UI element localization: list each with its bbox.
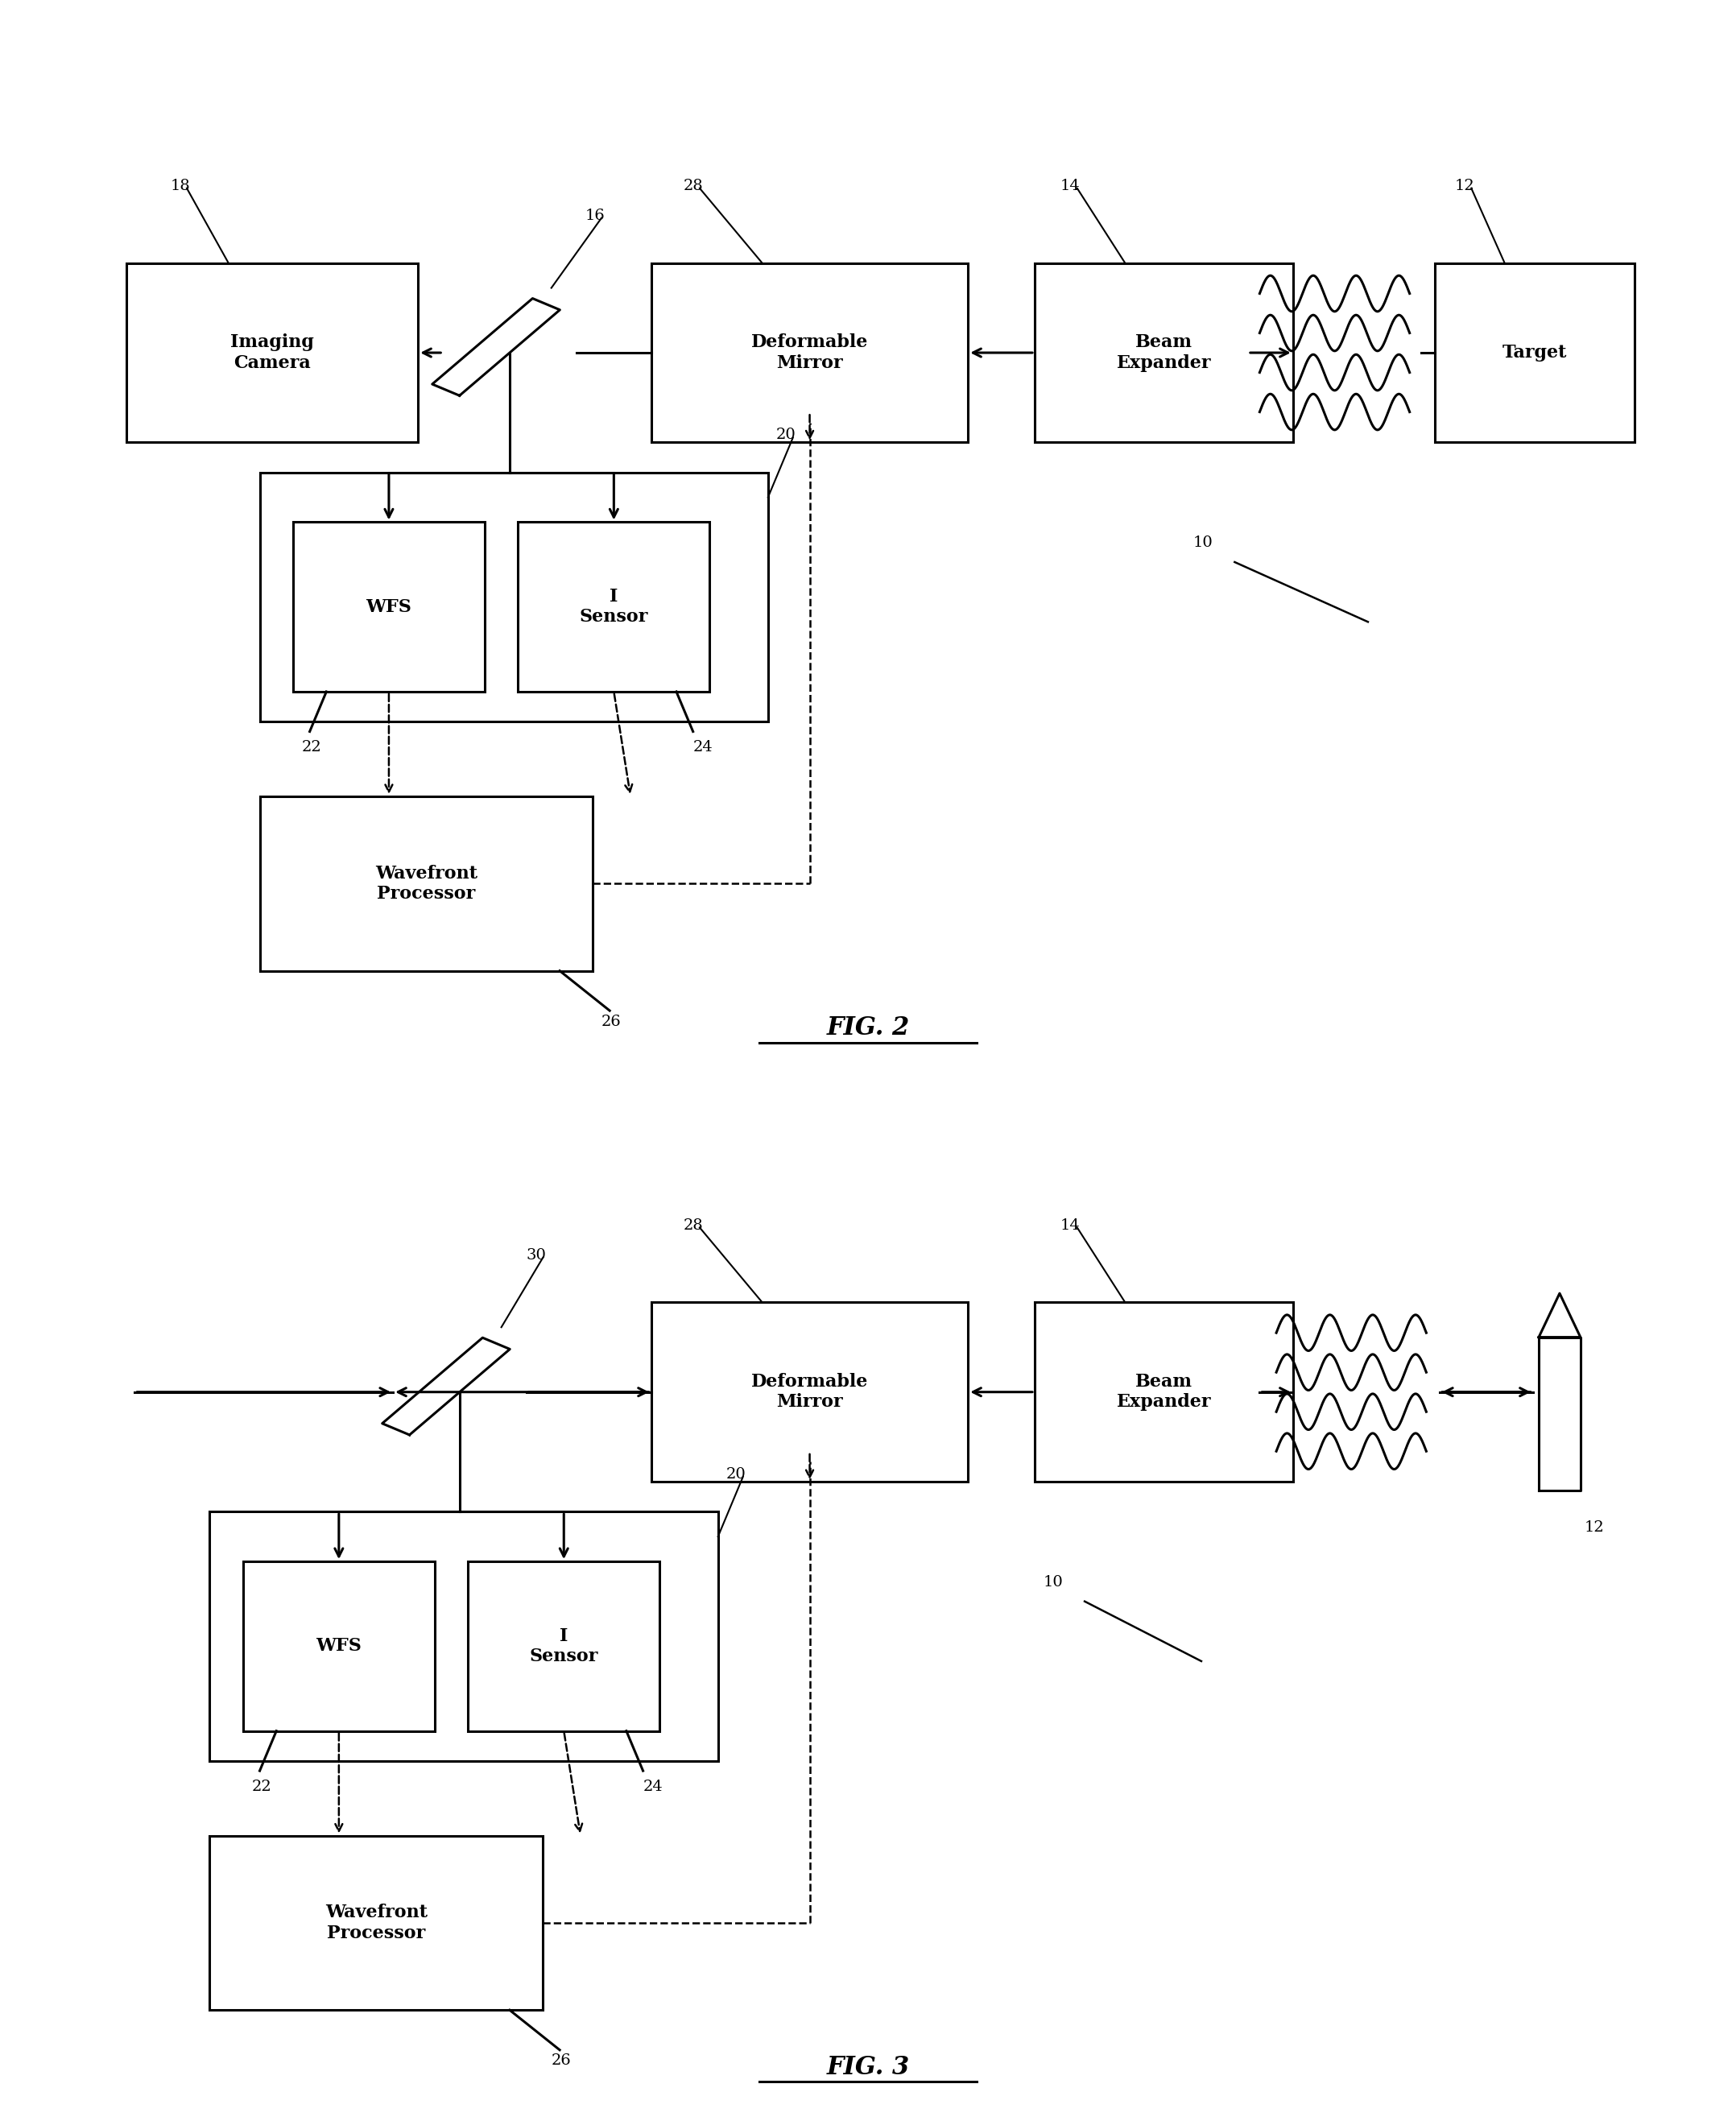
Text: WFS: WFS: [316, 1637, 361, 1654]
Bar: [651, 263, 969, 443]
Text: 24: 24: [693, 740, 713, 755]
Text: 26: 26: [601, 1014, 621, 1029]
Bar: [1035, 263, 1293, 443]
Text: Deformable
Mirror: Deformable Mirror: [752, 333, 868, 371]
Text: 10: 10: [1043, 1576, 1062, 1589]
Text: Wavefront
Processor: Wavefront Processor: [375, 865, 477, 904]
Text: Target: Target: [1502, 344, 1568, 361]
Text: FIG. 3: FIG. 3: [826, 2055, 910, 2081]
Polygon shape: [1538, 1294, 1580, 1336]
Text: Beam
Expander: Beam Expander: [1116, 1372, 1212, 1410]
Text: 16: 16: [585, 208, 604, 223]
Text: FIG. 2: FIG. 2: [826, 1016, 910, 1041]
Text: WFS: WFS: [366, 598, 411, 615]
Bar: [210, 1835, 543, 2011]
Text: 28: 28: [682, 178, 703, 193]
Text: 22: 22: [252, 1780, 271, 1794]
Text: 26: 26: [552, 2053, 571, 2068]
Text: 12: 12: [1455, 178, 1474, 193]
Polygon shape: [382, 1338, 510, 1436]
Text: Beam
Expander: Beam Expander: [1116, 333, 1212, 371]
Polygon shape: [432, 299, 561, 397]
Bar: [517, 522, 710, 691]
Bar: [127, 263, 418, 443]
Text: 22: 22: [302, 740, 321, 755]
Bar: [293, 522, 484, 691]
Text: 20: 20: [776, 428, 797, 443]
Bar: [243, 1561, 434, 1731]
Bar: [260, 795, 594, 971]
Text: 28: 28: [682, 1217, 703, 1232]
Bar: [469, 1561, 660, 1731]
Bar: [260, 473, 767, 721]
Text: 30: 30: [526, 1247, 547, 1262]
Bar: [1035, 1302, 1293, 1483]
Text: I
Sensor: I Sensor: [529, 1627, 599, 1665]
Bar: [1434, 263, 1635, 443]
Text: Deformable
Mirror: Deformable Mirror: [752, 1372, 868, 1410]
Text: I
Sensor: I Sensor: [580, 588, 648, 626]
Text: 14: 14: [1061, 178, 1080, 193]
Text: Wavefront
Processor: Wavefront Processor: [325, 1905, 427, 1943]
Polygon shape: [1538, 1336, 1580, 1491]
Text: 14: 14: [1061, 1217, 1080, 1232]
Text: 10: 10: [1193, 537, 1213, 549]
Text: 20: 20: [726, 1468, 746, 1483]
Text: 24: 24: [642, 1780, 663, 1794]
Text: Imaging
Camera: Imaging Camera: [231, 333, 314, 371]
Text: 18: 18: [170, 178, 189, 193]
Bar: [210, 1512, 719, 1760]
Bar: [651, 1302, 969, 1483]
Text: 12: 12: [1585, 1521, 1604, 1536]
